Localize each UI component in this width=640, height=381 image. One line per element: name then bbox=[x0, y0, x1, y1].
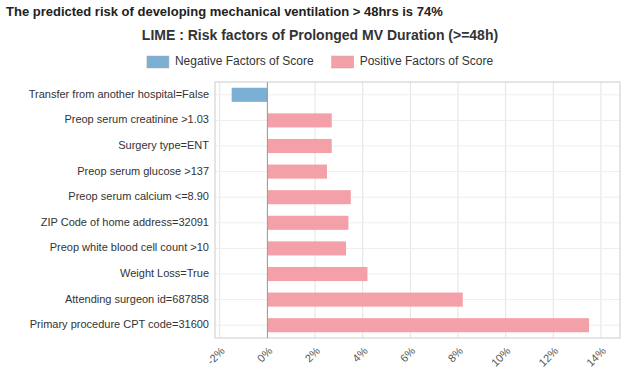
x-tick-label: 12% bbox=[536, 344, 560, 368]
bar bbox=[232, 88, 268, 102]
x-grid-line bbox=[267, 82, 268, 338]
y-tick-label: Transfer from another hospital=False bbox=[29, 88, 209, 100]
chart: The predicted risk of developing mechani… bbox=[0, 0, 640, 381]
y-tick-label: Attending surgeon id=687858 bbox=[65, 293, 209, 305]
legend-swatch bbox=[332, 56, 354, 68]
bar bbox=[267, 165, 327, 179]
legend-swatch bbox=[147, 56, 169, 68]
zero-line bbox=[267, 82, 268, 338]
grid bbox=[215, 82, 620, 338]
bar bbox=[267, 318, 589, 332]
legend: Negative Factors of Score Positive Factor… bbox=[147, 54, 493, 68]
y-tick-label: Preop serum calcium <=8.90 bbox=[68, 190, 209, 202]
x-tick-label: 6% bbox=[398, 344, 418, 364]
legend-item: Negative Factors of Score bbox=[147, 54, 314, 68]
legend-label: Positive Factors of Score bbox=[360, 54, 494, 68]
y-tick-label: Preop serum glucose >137 bbox=[77, 165, 209, 177]
bars bbox=[232, 88, 589, 332]
y-grid-line bbox=[215, 94, 620, 95]
bar bbox=[267, 293, 462, 307]
y-tick-label: Surgery type=ENT bbox=[118, 139, 209, 151]
y-axis: Transfer from another hospital=False Preo… bbox=[29, 88, 210, 330]
y-tick-label: Preop white blood cell count >10 bbox=[50, 241, 209, 253]
x-tick-label: 0% bbox=[255, 344, 275, 364]
x-tick-label: 2% bbox=[302, 344, 322, 364]
bar bbox=[267, 139, 331, 153]
y-tick-label: Weight Loss=True bbox=[120, 267, 209, 279]
x-tick-label: -2% bbox=[205, 344, 227, 366]
x-axis: -2% 0% 2% 4% 6% 8% 10% 12% 14% bbox=[205, 344, 609, 368]
y-tick-label: ZIP Code of home address=32091 bbox=[41, 216, 209, 228]
x-tick-label: 10% bbox=[489, 344, 513, 368]
x-tick-label: 4% bbox=[350, 344, 370, 364]
bar bbox=[267, 216, 348, 230]
legend-label: Negative Factors of Score bbox=[175, 54, 314, 68]
subtitle: The predicted risk of developing mechani… bbox=[6, 4, 443, 19]
legend-item: Positive Factors of Score bbox=[332, 54, 494, 68]
bar bbox=[267, 267, 367, 281]
bar bbox=[267, 113, 331, 127]
x-tick-label: 8% bbox=[445, 344, 465, 364]
bar bbox=[267, 190, 350, 204]
title: LIME : Risk factors of Prolonged MV Dura… bbox=[142, 27, 498, 43]
bar bbox=[267, 241, 346, 255]
plot-frame bbox=[215, 82, 620, 338]
y-tick-label: Primary procedure CPT code=31600 bbox=[30, 318, 209, 330]
y-tick-label: Preop serum creatinine >1.03 bbox=[64, 113, 209, 125]
x-tick-label: 14% bbox=[584, 344, 608, 368]
